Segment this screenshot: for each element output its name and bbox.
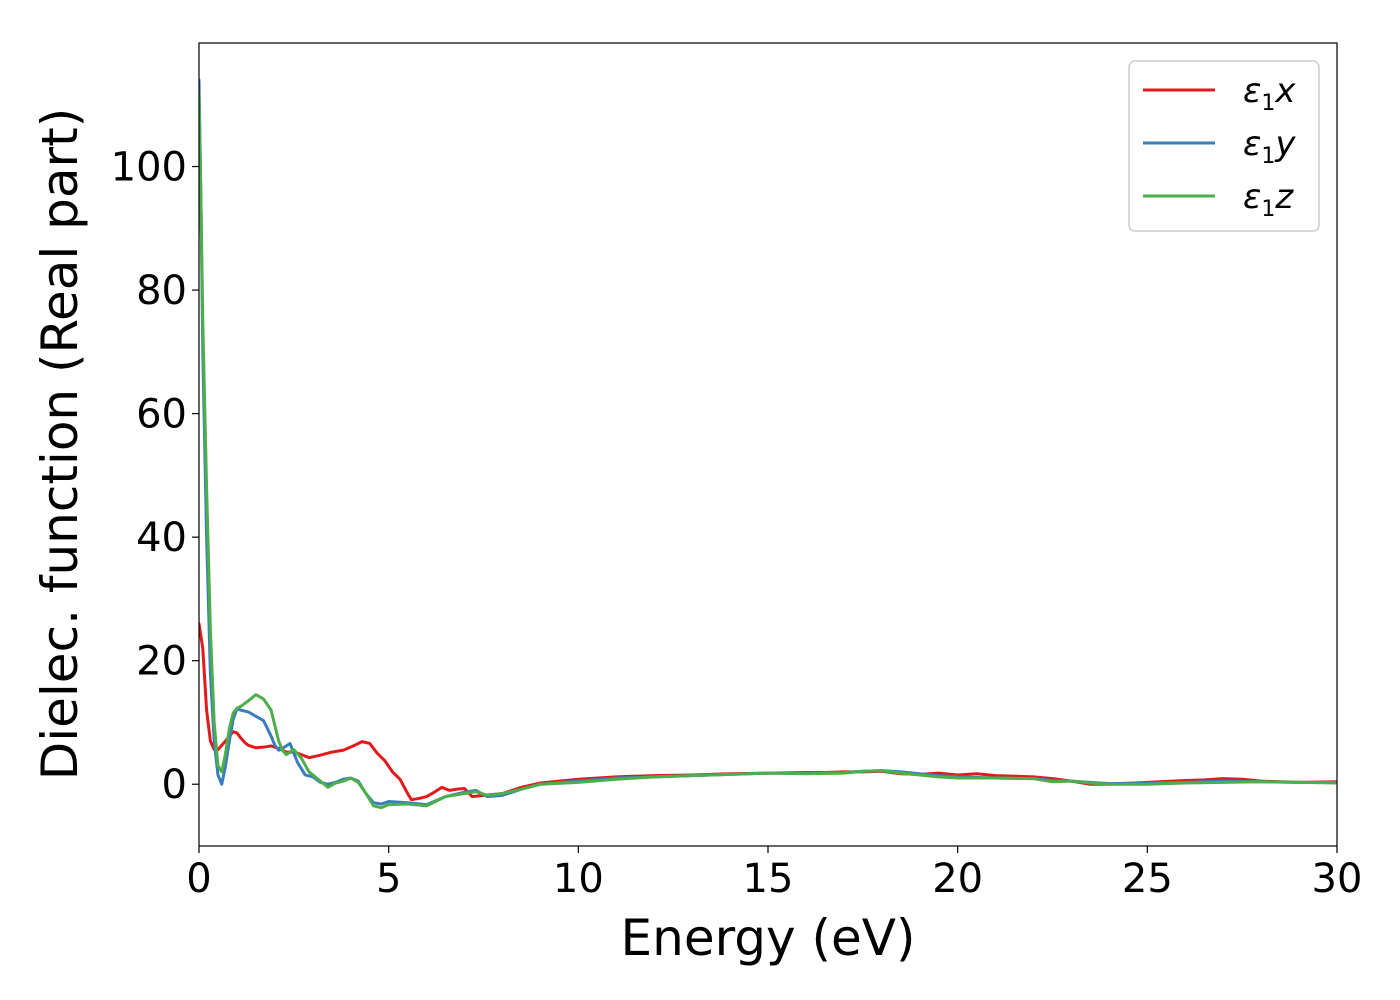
series-layer bbox=[199, 78, 1337, 810]
x-axis-ticks: 0 5 10 15 20 25 30 bbox=[186, 846, 1362, 902]
y-tick-label: 0 bbox=[162, 762, 187, 808]
y-tick-label: 20 bbox=[136, 639, 187, 685]
y-tick-label: 100 bbox=[111, 145, 187, 191]
y-tick-label: 40 bbox=[136, 515, 187, 561]
x-tick-label: 25 bbox=[1122, 856, 1173, 902]
x-tick-label: 15 bbox=[743, 856, 794, 902]
y-axis-label: Dielec. function (Real part) bbox=[31, 108, 89, 780]
x-tick-label: 5 bbox=[376, 856, 401, 902]
legend-label-y: ε1y bbox=[1243, 124, 1296, 169]
legend: ε1x ε1y ε1z bbox=[1128, 60, 1320, 232]
y-axis-ticks: 0 20 40 60 80 100 bbox=[111, 145, 199, 808]
legend-box bbox=[1128, 60, 1320, 232]
x-tick-label: 10 bbox=[553, 856, 604, 902]
legend-label-z: ε1z bbox=[1243, 177, 1294, 222]
y-tick-label: 80 bbox=[136, 268, 187, 314]
x-tick-label: 30 bbox=[1312, 856, 1363, 902]
y-tick-label: 60 bbox=[136, 392, 187, 438]
plot-area bbox=[198, 42, 1338, 847]
series-line-x bbox=[199, 622, 1337, 802]
x-tick-label: 20 bbox=[932, 856, 983, 902]
x-tick-label: 0 bbox=[186, 856, 211, 902]
series-line-z bbox=[199, 90, 1337, 810]
legend-label-x: ε1x bbox=[1243, 71, 1296, 116]
legend-entries: ε1x ε1y ε1z bbox=[1143, 71, 1296, 222]
x-axis-label: Energy (eV) bbox=[621, 909, 916, 967]
